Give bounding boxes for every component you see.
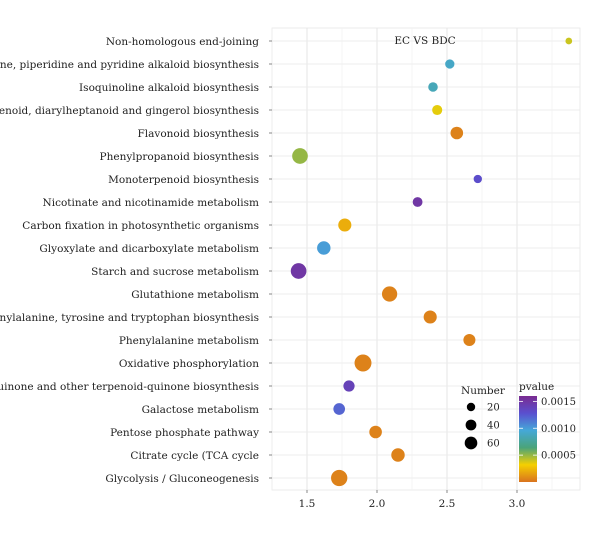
category-label: Carbon fixation in photosynthetic organi…	[22, 220, 259, 232]
data-points	[290, 37, 573, 487]
category-label: Galactose metabolism	[142, 404, 259, 416]
category-label: Monoterpenoid biosynthesis	[108, 174, 259, 186]
category-label: Nicotinate and nicotinamide metabolism	[43, 197, 260, 209]
data-point	[445, 59, 455, 69]
data-point	[381, 286, 398, 302]
data-point	[290, 263, 307, 279]
data-point	[473, 174, 482, 184]
size-legend: Number 20 40 60	[461, 385, 506, 450]
comparison-annotation: EC VS BDC	[394, 35, 455, 47]
data-point	[463, 333, 476, 347]
size-legend-label: 60	[487, 439, 500, 450]
data-point	[354, 354, 372, 372]
category-label: Non-homologous end-joining	[106, 36, 259, 48]
color-legend-title: pvalue	[519, 381, 554, 393]
data-point	[331, 469, 348, 487]
data-point	[292, 148, 308, 164]
grid-lines	[271, 28, 580, 490]
size-legend-title: Number	[461, 385, 506, 397]
size-legend-key	[465, 419, 477, 431]
color-legend-label: 0.0010	[541, 424, 576, 435]
category-label: Starch and sucrose metabolism	[91, 266, 259, 278]
x-tick-label: 2.0	[369, 498, 386, 510]
size-legend-label: 40	[487, 421, 500, 432]
category-label: Glutathione metabolism	[131, 289, 259, 301]
category-label: Pentose phosphate pathway	[110, 427, 259, 439]
data-point	[369, 425, 382, 439]
data-point	[423, 310, 437, 324]
category-label: Oxidative phosphorylation	[119, 358, 259, 370]
x-tick-label: 3.0	[509, 498, 526, 510]
data-point	[565, 37, 573, 45]
data-point	[428, 82, 438, 92]
category-label: Flavonoid biosynthesis	[138, 128, 259, 140]
data-point	[333, 403, 346, 415]
data-point	[412, 197, 423, 207]
x-tick-label: 1.5	[299, 498, 316, 510]
category-label: Tropane, piperidine and pyridine alkaloi…	[0, 59, 259, 71]
category-label: Stilbenoid, diarylheptanoid and gingerol…	[0, 105, 259, 117]
size-legend-key	[466, 402, 476, 412]
category-label: Glyoxylate and dicarboxylate metabolism	[39, 243, 259, 255]
color-legend: pvalue 0.0015 0.0010 0.0005	[519, 381, 576, 482]
color-legend-label: 0.0015	[541, 397, 576, 408]
size-legend-label: 20	[487, 403, 500, 414]
category-label: Phenylalanine, tyrosine and tryptophan b…	[0, 312, 259, 324]
data-point	[338, 218, 352, 232]
category-label: Citrate cycle (TCA cycle	[130, 450, 259, 462]
category-label: Ubiquinone and other terpenoid-quinone b…	[0, 381, 259, 393]
size-legend-key	[464, 436, 478, 450]
x-tick-label: 2.5	[439, 498, 456, 510]
data-point	[432, 104, 443, 116]
category-label: Isoquinoline alkaloid biosynthesis	[79, 82, 259, 94]
category-labels: Non-homologous end-joining Tropane, piper…	[0, 36, 272, 485]
color-legend-bar	[519, 396, 537, 482]
category-label: Glycolysis / Gluconeogenesis	[105, 473, 259, 485]
data-point	[317, 241, 331, 255]
data-point	[391, 448, 405, 462]
category-label: Phenylpropanoid biosynthesis	[100, 151, 259, 163]
color-legend-label: 0.0005	[541, 451, 576, 462]
category-label: Phenylalanine metabolism	[119, 335, 259, 347]
data-point	[343, 380, 355, 392]
data-point	[450, 126, 464, 140]
x-axis-ticks: 1.5 2.0 2.5 3.0	[299, 490, 526, 510]
